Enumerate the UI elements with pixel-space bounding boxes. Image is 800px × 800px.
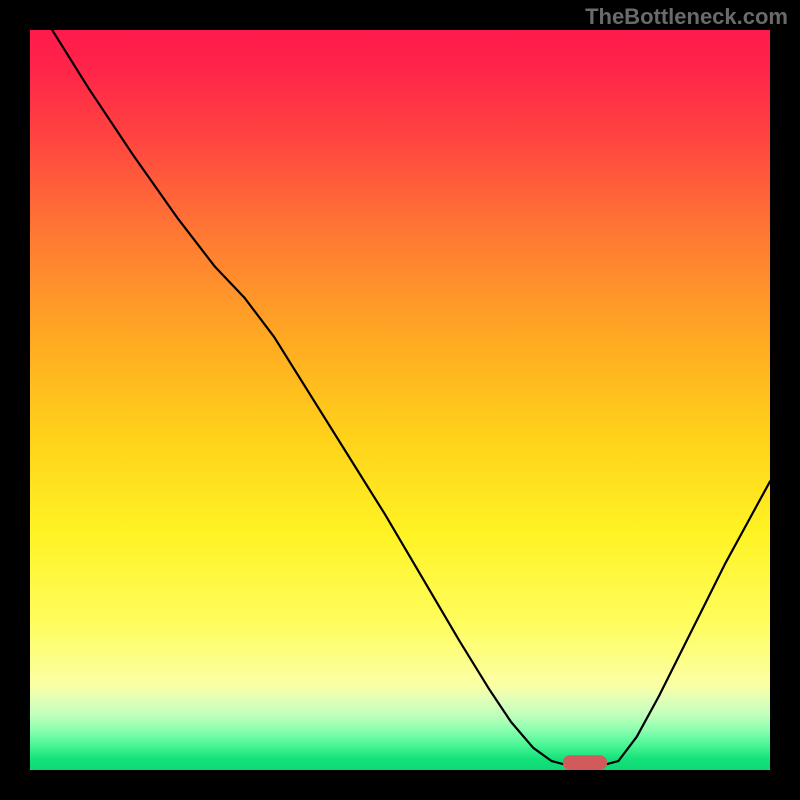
watermark-label: TheBottleneck.com [585,4,788,30]
chart-frame: TheBottleneck.com [0,0,800,800]
chart-svg [30,30,770,770]
optimum-marker [563,755,607,770]
chart-background [30,30,770,770]
bottleneck-chart [30,30,770,770]
